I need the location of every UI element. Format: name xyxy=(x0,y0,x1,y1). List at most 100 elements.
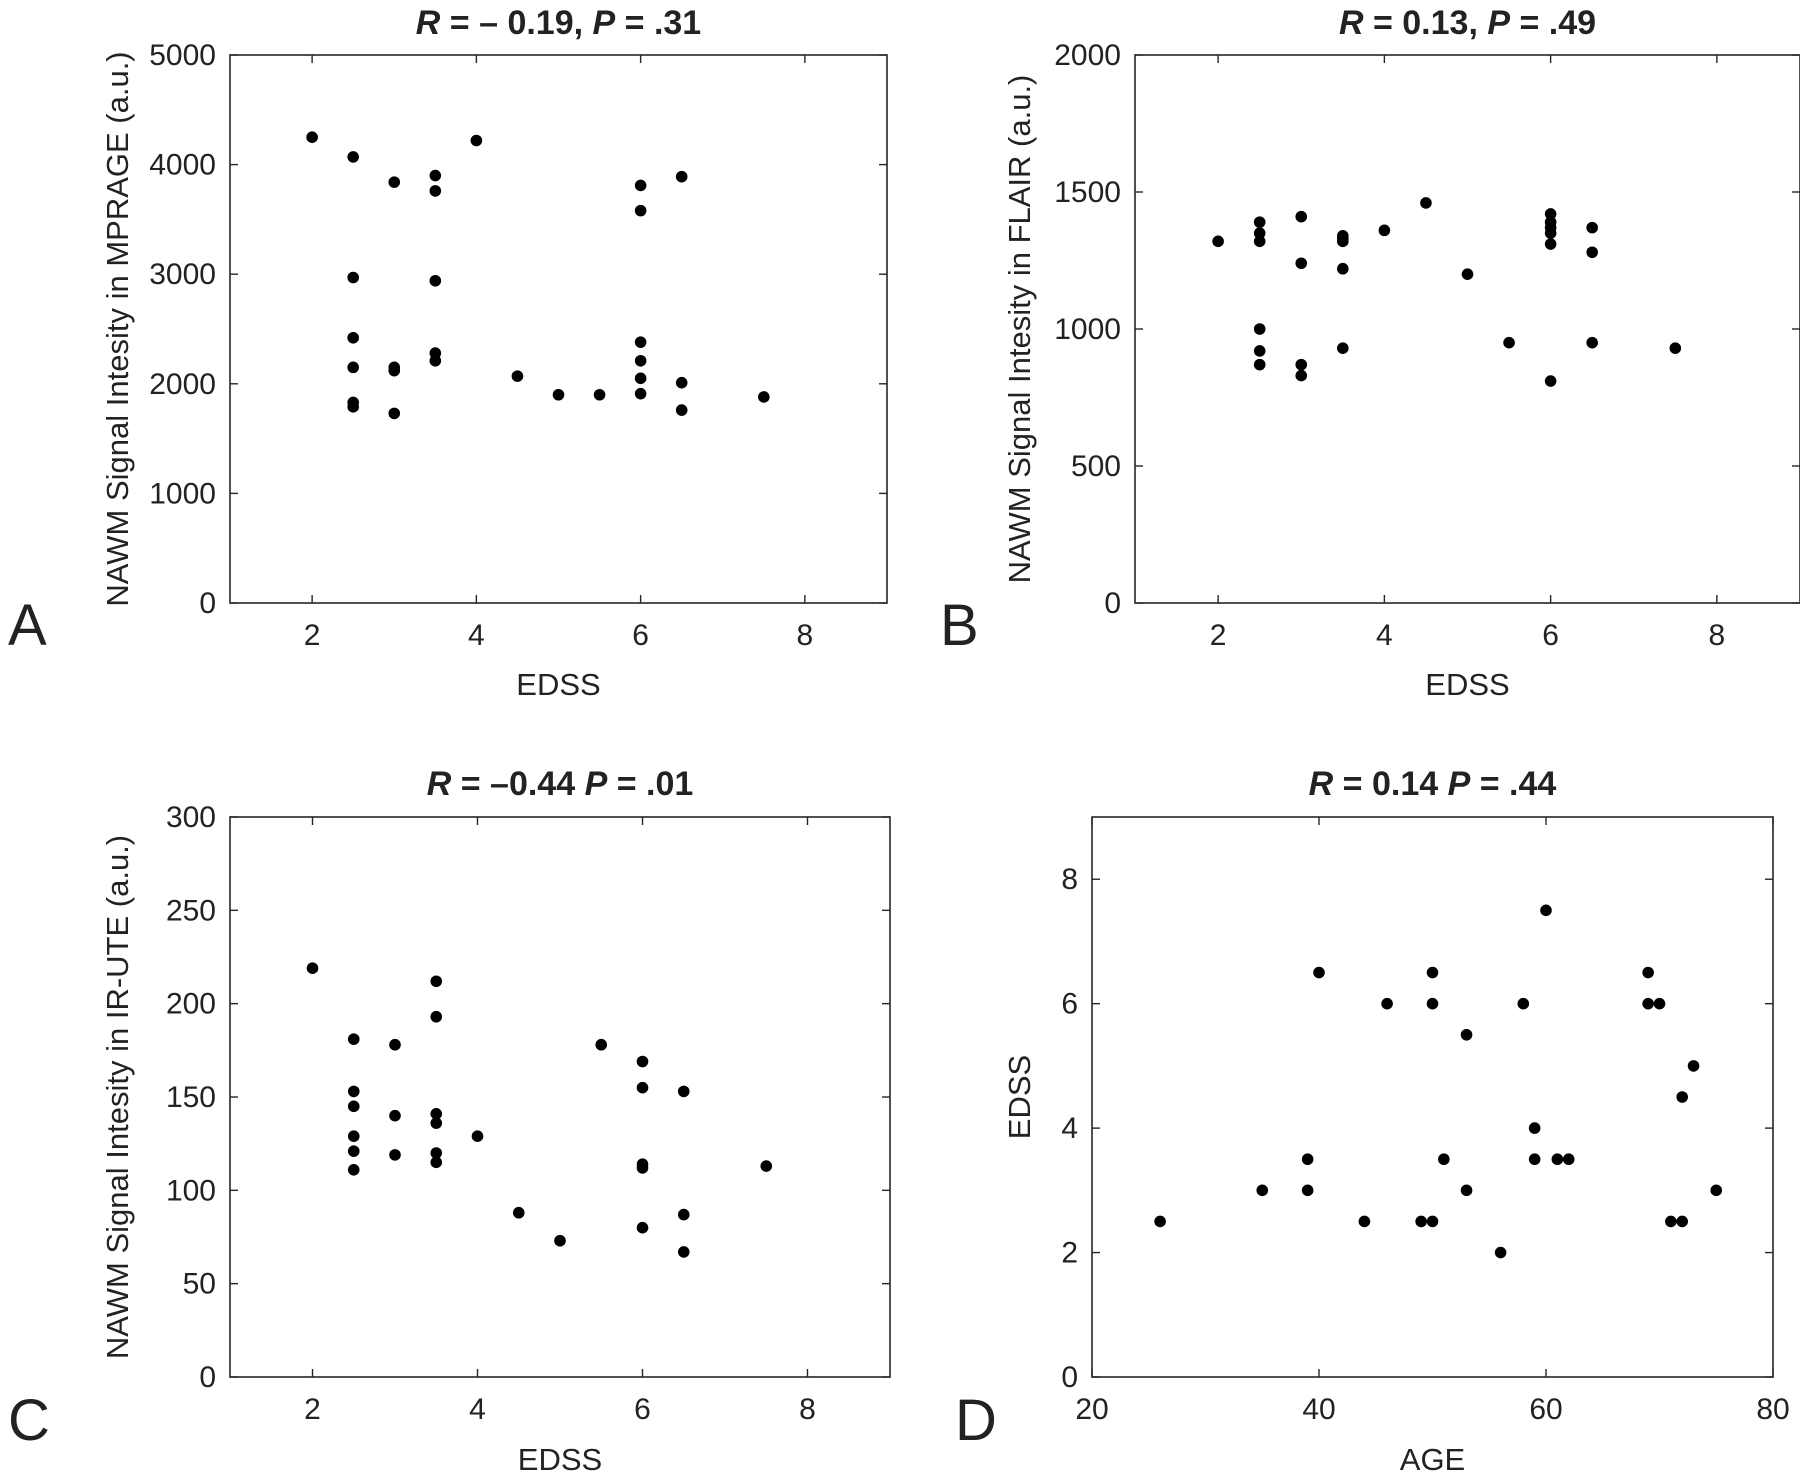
data-point xyxy=(636,1162,649,1174)
data-point xyxy=(636,1055,649,1068)
data-point xyxy=(1460,1184,1473,1197)
data-point xyxy=(1544,227,1557,239)
data-point xyxy=(1253,216,1266,228)
data-point xyxy=(1503,336,1515,349)
data-point xyxy=(511,370,524,382)
chart-title-part: = 0.13, xyxy=(1364,4,1488,42)
data-point xyxy=(1586,221,1598,234)
chart-title-part: = .31 xyxy=(615,4,701,42)
x-tick-label: 8 xyxy=(1709,619,1726,652)
data-point xyxy=(552,388,565,401)
y-tick-label: 2000 xyxy=(149,368,216,401)
data-point xyxy=(675,376,688,389)
data-point xyxy=(1154,1215,1166,1228)
y-tick-label: 500 xyxy=(1071,450,1121,483)
data-point xyxy=(634,354,647,367)
data-point xyxy=(636,1081,649,1094)
chart-title-part: = .44 xyxy=(1470,765,1556,803)
data-point xyxy=(512,1206,525,1219)
x-tick-label: 6 xyxy=(632,619,649,652)
data-point xyxy=(675,170,688,183)
data-point xyxy=(1415,1215,1427,1228)
chart-title-part: = – 0.19, xyxy=(440,4,592,42)
data-point xyxy=(388,364,401,377)
data-point xyxy=(1544,208,1557,220)
x-tick-label: 80 xyxy=(1756,1393,1789,1426)
data-point xyxy=(388,407,401,420)
y-tick-label: 0 xyxy=(199,1361,216,1394)
data-point xyxy=(306,962,319,974)
data-point xyxy=(1337,235,1349,248)
y-tick-label: 50 xyxy=(183,1268,216,1301)
data-point xyxy=(347,151,359,163)
data-point xyxy=(1381,997,1393,1010)
data-point xyxy=(1460,1028,1473,1041)
data-point xyxy=(430,1010,443,1023)
y-tick-label: 2 xyxy=(1061,1237,1078,1270)
data-point xyxy=(429,354,442,367)
data-point xyxy=(470,134,483,147)
y-tick-label: 4000 xyxy=(149,149,216,182)
y-tick-label: 8 xyxy=(1061,863,1078,896)
data-point xyxy=(430,1156,443,1169)
data-point xyxy=(634,372,647,385)
y-axis-label: NAWM Signal Intesity in FLAIR (a.u.) xyxy=(1002,75,1037,584)
plot-frame xyxy=(1091,816,1774,1378)
data-point xyxy=(677,1085,690,1098)
x-tick-label: 6 xyxy=(1542,619,1559,652)
y-tick-label: 4 xyxy=(1061,1112,1078,1145)
x-axis-label: EDSS xyxy=(518,1442,602,1472)
data-point xyxy=(758,391,770,403)
panel-letter: C xyxy=(8,1388,50,1453)
y-tick-label: 3000 xyxy=(149,258,216,291)
data-point xyxy=(677,1246,690,1258)
data-point xyxy=(677,1208,690,1221)
data-point xyxy=(760,1160,773,1172)
data-point xyxy=(1676,1215,1688,1228)
y-tick-label: 1000 xyxy=(1054,313,1121,346)
y-tick-label: 0 xyxy=(1104,587,1121,620)
data-point xyxy=(429,274,442,287)
y-tick-label: 1500 xyxy=(1054,176,1121,209)
chart-title-part: P xyxy=(1448,765,1471,803)
data-point xyxy=(1586,336,1598,349)
x-tick-label: 40 xyxy=(1302,1393,1335,1426)
y-axis-label: NAWM Signal Intesity in IR-UTE (a.u.) xyxy=(100,835,135,1359)
x-tick-label: 2 xyxy=(304,1393,321,1426)
data-point xyxy=(1642,997,1654,1010)
data-point xyxy=(595,1038,608,1051)
data-point xyxy=(1358,1215,1371,1228)
data-point xyxy=(347,1100,360,1113)
data-point xyxy=(636,1221,649,1234)
y-tick-label: 0 xyxy=(1061,1361,1078,1394)
data-point xyxy=(1528,1153,1541,1166)
plot-frame xyxy=(229,816,891,1378)
y-tick-label: 200 xyxy=(166,988,216,1021)
x-tick-label: 4 xyxy=(1376,619,1393,652)
data-point xyxy=(1562,1153,1575,1166)
data-point xyxy=(347,1145,360,1157)
data-point xyxy=(1517,997,1530,1010)
data-point xyxy=(634,179,647,192)
data-point xyxy=(554,1234,566,1247)
plot-frame xyxy=(1134,54,1800,604)
y-tick-label: 250 xyxy=(166,894,216,927)
data-point xyxy=(430,1147,443,1159)
chart-title: R = 0.14 P = .44 xyxy=(1309,765,1557,803)
chart-title-part: R xyxy=(1339,4,1364,42)
chart-title-part: = .49 xyxy=(1510,4,1596,42)
data-point xyxy=(1295,369,1308,382)
data-point xyxy=(1420,197,1432,209)
data-point xyxy=(1295,257,1308,270)
data-point xyxy=(1665,1215,1677,1228)
data-point xyxy=(347,361,359,374)
data-point xyxy=(429,185,442,197)
data-point xyxy=(430,1117,443,1129)
chart-title-part: R xyxy=(1309,765,1334,803)
chart-title: R = 0.13, P = .49 xyxy=(1339,4,1596,42)
data-point xyxy=(1253,323,1266,335)
data-point xyxy=(388,176,401,188)
data-point xyxy=(1426,1215,1439,1228)
panel-letter: A xyxy=(8,593,47,658)
x-axis-label: EDSS xyxy=(1425,667,1509,702)
